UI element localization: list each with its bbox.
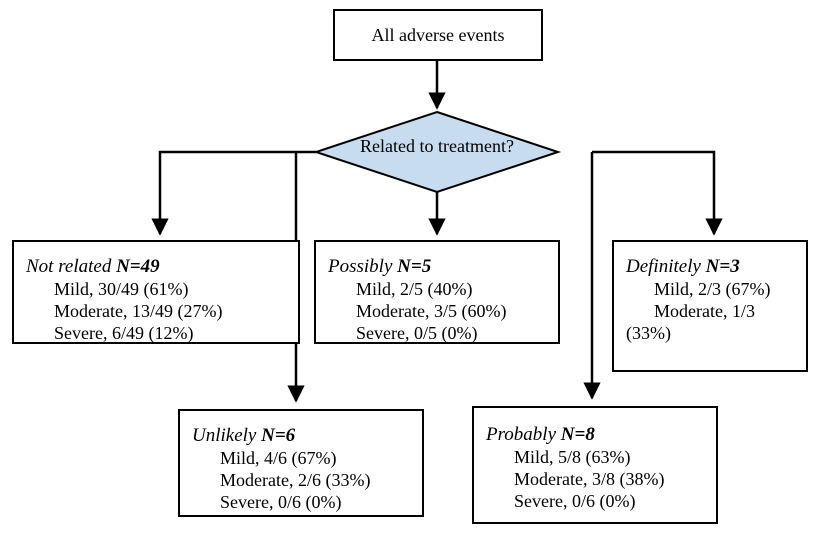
definitely-box: Definitely N=3 Mild, 2/3 (67%) Moderate,… [612,240,808,372]
not-related-severe: Severe, 6/49 (12%) [54,323,194,343]
not-related-mild: Mild, 30/49 (61%) [54,279,189,299]
definitely-moderate: Moderate, 1/3 [654,301,755,321]
possibly-category: Possibly [328,256,393,277]
decision-label: Related to treatment? [360,135,514,156]
unlikely-mild: Mild, 4/6 (67%) [220,448,337,468]
possibly-severe: Severe, 0/5 (0%) [356,323,478,343]
probably-n: N=8 [560,424,595,445]
possibly-moderate: Moderate, 3/5 (60%) [356,301,507,321]
probably-mild: Mild, 5/8 (63%) [514,447,631,467]
unlikely-severe: Severe, 0/6 (0%) [220,492,342,512]
definitely-category: Definitely [626,256,701,277]
unlikely-moderate: Moderate, 2/6 (33%) [220,470,371,490]
definitely-mild: Mild, 2/3 (67%) [654,279,771,299]
all-adverse-events-label: All adverse events [371,24,505,45]
definitely-n: N=3 [705,256,740,277]
definitely-title: Definitely N=3 [626,256,806,278]
unlikely-box: Unlikely N=6 Mild, 4/6 (67%) Moderate, 2… [178,409,424,517]
possibly-mild: Mild, 2/5 (40%) [356,279,473,299]
probably-box: Probably N=8 Mild, 5/8 (63%) Moderate, 3… [472,406,718,524]
probably-category: Probably [486,424,557,445]
not-related-n: N=49 [116,256,160,277]
probably-moderate: Moderate, 3/8 (38%) [514,469,665,489]
unlikely-n: N=6 [261,425,296,446]
not-related-title: Not related N=49 [26,256,298,278]
possibly-box: Possibly N=5 Mild, 2/5 (40%) Moderate, 3… [314,240,560,344]
not-related-category: Not related [26,256,112,277]
all-adverse-events-box: All adverse events [333,9,543,61]
not-related-box: Not related N=49 Mild, 30/49 (61%) Moder… [12,240,300,344]
probably-title: Probably N=8 [486,424,716,446]
connector-to-definitely [592,150,723,236]
possibly-title: Possibly N=5 [328,256,558,278]
probably-severe: Severe, 0/6 (0%) [514,491,636,511]
unlikely-title: Unlikely N=6 [192,425,422,447]
not-related-moderate: Moderate, 13/49 (27%) [54,301,223,321]
unlikely-category: Unlikely [192,425,257,446]
definitely-moderate-percent: (33%) [626,323,671,343]
connector-to-not-related [151,150,316,236]
possibly-n: N=5 [397,256,432,277]
